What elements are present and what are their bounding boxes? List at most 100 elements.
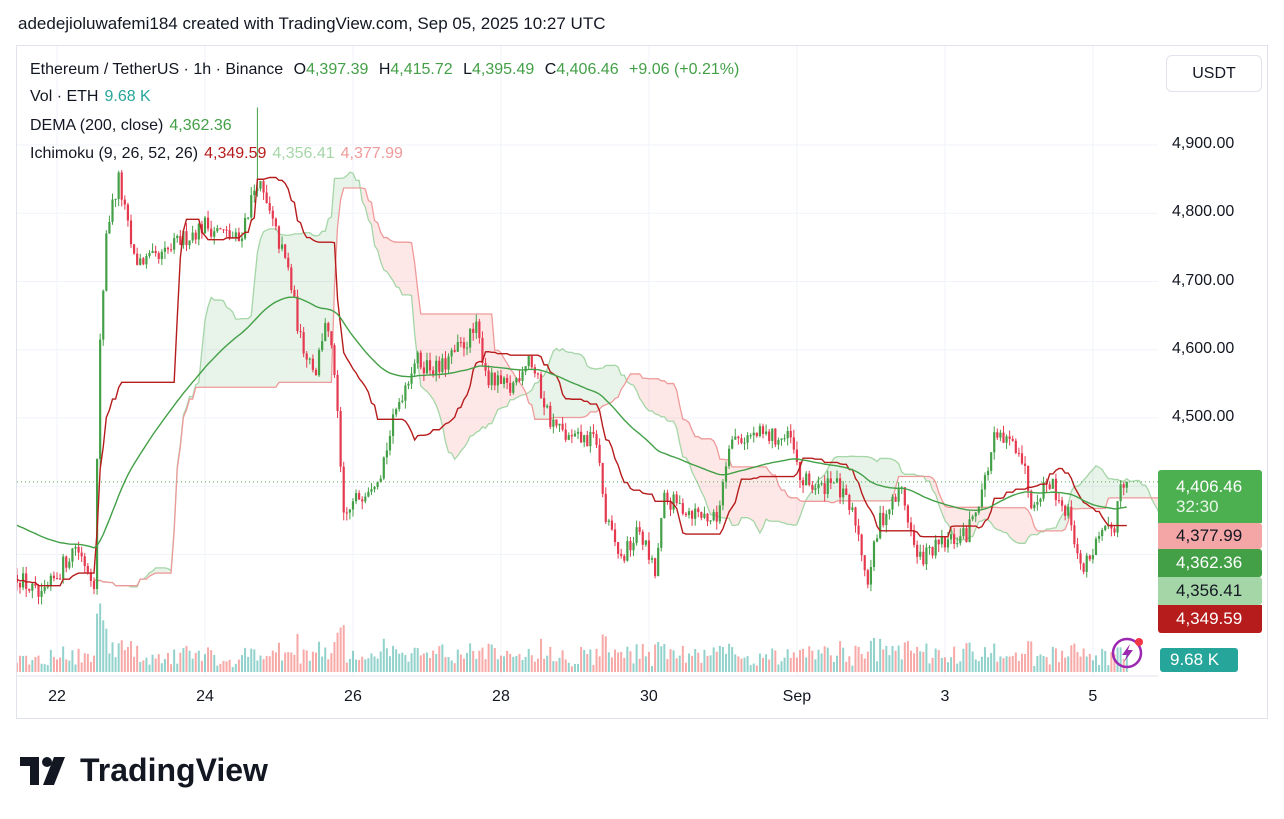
ichimoku-cloud-segment bbox=[158, 567, 162, 574]
candle-body bbox=[1125, 481, 1128, 488]
ichimoku-cloud-segment bbox=[692, 430, 696, 479]
candle-body bbox=[253, 190, 256, 196]
candle-body bbox=[401, 400, 404, 402]
ichimoku-cloud-segment bbox=[368, 200, 372, 225]
volume-bar bbox=[422, 653, 425, 672]
ichimoku-cloud-segment bbox=[1108, 478, 1112, 499]
candle-body bbox=[527, 355, 530, 367]
time-tick-label: 26 bbox=[344, 688, 362, 705]
legend-ichimoku[interactable]: Ichimoku (9, 26, 52, 26) 4,349.59 4,356.41… bbox=[30, 145, 409, 163]
ichimoku-cloud-segment bbox=[430, 313, 434, 400]
volume-bar bbox=[749, 665, 752, 672]
candle-body bbox=[348, 509, 351, 513]
volume-bar bbox=[617, 652, 620, 672]
volume-bar bbox=[96, 613, 99, 672]
ichimoku-cloud-segment bbox=[386, 237, 390, 277]
volume-bar bbox=[253, 649, 256, 672]
candle-body bbox=[1020, 453, 1024, 464]
volume-bar bbox=[848, 656, 851, 672]
candle-body bbox=[842, 488, 845, 498]
volume-bar bbox=[77, 648, 80, 672]
ichimoku-cloud-segment bbox=[1099, 467, 1103, 509]
ichimoku-cloud-segment bbox=[451, 313, 455, 460]
ohlc-open: O4,397.39 bbox=[293, 61, 369, 78]
candle-body bbox=[638, 527, 641, 532]
volume-tag: 9.68 K bbox=[1160, 648, 1238, 672]
candle-body bbox=[897, 488, 900, 502]
volume-bar bbox=[968, 642, 971, 672]
volume-bar bbox=[281, 660, 284, 672]
candle-body bbox=[1101, 530, 1104, 537]
volume-bar bbox=[490, 644, 493, 672]
ichimoku-cloud-segment bbox=[602, 365, 606, 406]
candle-body bbox=[546, 405, 549, 408]
volume-bar bbox=[734, 654, 737, 672]
legend-volume[interactable]: Vol · ETH 9.68 K bbox=[30, 88, 157, 106]
ichimoku-cloud-segment bbox=[1111, 478, 1115, 498]
candle-body bbox=[148, 253, 151, 257]
ichimoku-cloud-segment bbox=[689, 422, 693, 472]
volume-bar bbox=[1091, 660, 1094, 672]
legend-dema[interactable]: DEMA (200, close) 4,362.36 bbox=[30, 117, 238, 135]
volume-bar bbox=[361, 656, 364, 672]
candle-body bbox=[117, 172, 120, 199]
candle-body bbox=[512, 382, 515, 393]
ichimoku-cloud-segment bbox=[229, 309, 233, 388]
volume-bar bbox=[19, 655, 22, 672]
candle-body bbox=[912, 530, 916, 545]
candle-body bbox=[364, 496, 367, 502]
volume-bar bbox=[37, 655, 40, 672]
ichimoku-cloud-segment bbox=[291, 233, 295, 383]
candle-body bbox=[909, 522, 913, 531]
currency-button[interactable]: USDT bbox=[1166, 55, 1262, 92]
ichimoku-cloud-segment bbox=[226, 307, 230, 388]
volume-bar bbox=[71, 650, 74, 672]
volume-bar bbox=[894, 650, 897, 672]
ichimoku-cloud-segment bbox=[1089, 469, 1093, 509]
chart-frame bbox=[16, 45, 1268, 719]
candle-body bbox=[234, 232, 237, 238]
lightning-alert-icon[interactable] bbox=[1110, 634, 1146, 670]
candle-body bbox=[435, 360, 438, 376]
volume-bar bbox=[826, 647, 829, 672]
candle-body bbox=[305, 353, 308, 360]
candle-body bbox=[287, 257, 290, 268]
ichimoku-cloud-segment bbox=[352, 173, 357, 189]
volume-bar bbox=[1033, 665, 1036, 672]
volume-bar bbox=[1051, 646, 1054, 672]
ichimoku-cloud-segment bbox=[1142, 485, 1146, 498]
tradingview-logo-icon bbox=[20, 756, 65, 785]
price-change: +9.06 (+0.21%) bbox=[629, 61, 740, 78]
candle-body bbox=[786, 430, 789, 439]
ichimoku-cloud-segment bbox=[596, 368, 600, 412]
volume-bar bbox=[290, 652, 293, 672]
volume-bar bbox=[863, 658, 866, 672]
volume-bar bbox=[965, 643, 968, 672]
volume-bar bbox=[620, 651, 623, 672]
ichimoku-cloud-segment bbox=[608, 365, 612, 404]
ichimoku-cloud-segment bbox=[605, 365, 609, 405]
ichimoku-cloud-segment bbox=[374, 220, 378, 251]
symbol-label[interactable]: Ethereum / TetherUS · 1h · Binance bbox=[30, 61, 284, 78]
volume-bar bbox=[928, 663, 931, 672]
volume-bar bbox=[820, 653, 823, 672]
volume-bar bbox=[728, 643, 731, 672]
candle-body bbox=[1067, 506, 1070, 516]
candle-body bbox=[623, 555, 626, 561]
candle-body bbox=[256, 188, 259, 191]
ichimoku-cloud-segment bbox=[220, 300, 224, 388]
volume-bar bbox=[318, 641, 321, 672]
tradingview-logo[interactable]: TradingView bbox=[20, 752, 268, 789]
volume-bar bbox=[472, 650, 475, 672]
candle-body bbox=[1033, 504, 1036, 509]
candle-body bbox=[835, 478, 839, 483]
volume-bar bbox=[580, 646, 583, 672]
candle-body bbox=[617, 542, 620, 554]
ichimoku-cloud-segment bbox=[531, 383, 535, 420]
volume-bar bbox=[681, 645, 684, 672]
volume-bar bbox=[543, 658, 546, 672]
ichimoku-cloud-segment bbox=[667, 383, 671, 422]
volume-bar bbox=[521, 660, 524, 672]
ichimoku-cloud-segment bbox=[473, 313, 477, 436]
